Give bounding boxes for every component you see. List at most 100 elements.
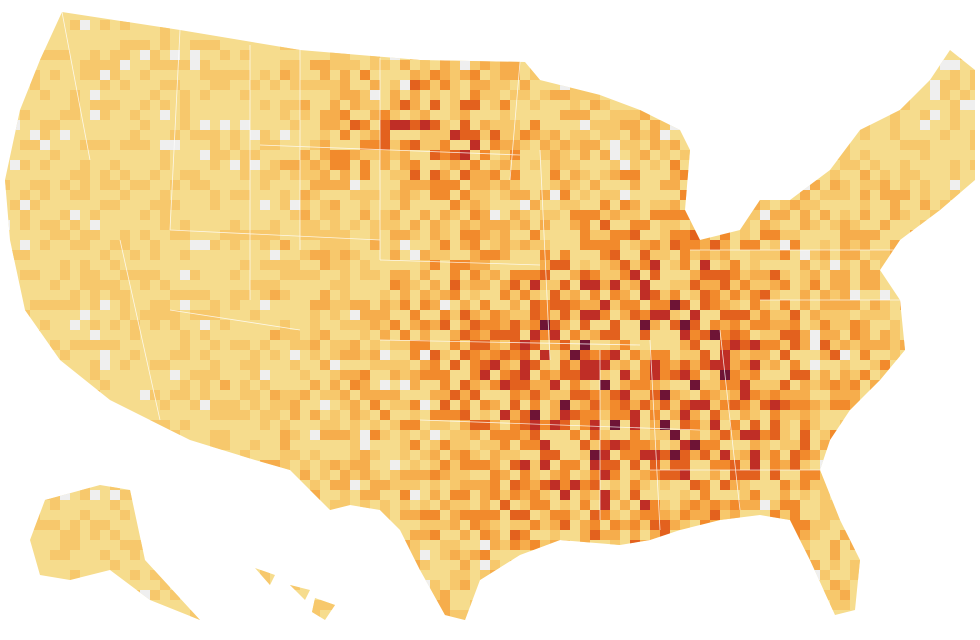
- county-cell: [820, 510, 830, 520]
- county-cell: [560, 180, 570, 190]
- county-cell: [80, 400, 90, 410]
- county-cell: [280, 490, 290, 500]
- county-cell: [760, 30, 770, 40]
- county-cell: [550, 560, 560, 570]
- county-cell: [420, 370, 430, 380]
- county-cell: [140, 120, 150, 130]
- county-cell: [840, 340, 850, 350]
- county-cell: [590, 550, 600, 560]
- county-cell: [560, 110, 570, 120]
- county-cell: [580, 170, 590, 180]
- county-cell: [150, 390, 160, 400]
- county-cell: [670, 230, 680, 240]
- county-cell: [700, 420, 710, 430]
- county-cell: [650, 550, 660, 560]
- county-cell: [960, 550, 970, 560]
- county-cell: [190, 0, 200, 10]
- county-cell: [340, 20, 350, 30]
- county-cell: [410, 230, 420, 240]
- county-cell: [700, 630, 710, 640]
- county-cell: [300, 270, 310, 280]
- county-cell: [150, 530, 160, 540]
- county-cell: [140, 590, 150, 600]
- county-cell: [360, 70, 370, 80]
- county-cell: [290, 600, 300, 610]
- county-cell: [80, 390, 90, 400]
- county-cell: [120, 140, 130, 150]
- county-cell: [840, 250, 850, 260]
- county-cell: [470, 290, 480, 300]
- county-cell: [710, 610, 720, 620]
- county-cell: [780, 620, 790, 630]
- county-cell: [790, 110, 800, 120]
- county-cell: [30, 300, 40, 310]
- county-cell: [390, 480, 400, 490]
- county-cell: [570, 330, 580, 340]
- county-cell: [570, 200, 580, 210]
- county-cell: [300, 150, 310, 160]
- county-cell: [510, 390, 520, 400]
- county-cell: [940, 490, 950, 500]
- county-cell: [570, 600, 580, 610]
- county-cell: [310, 320, 320, 330]
- county-cell: [510, 300, 520, 310]
- county-cell: [790, 410, 800, 420]
- county-cell: [550, 510, 560, 520]
- county-cell: [120, 290, 130, 300]
- county-cell: [210, 410, 220, 420]
- county-cell: [380, 610, 390, 620]
- county-cell: [830, 440, 840, 450]
- county-cell: [730, 500, 740, 510]
- county-cell: [650, 290, 660, 300]
- county-cell: [320, 460, 330, 470]
- county-cell: [30, 180, 40, 190]
- county-cell: [290, 550, 300, 560]
- county-cell: [130, 180, 140, 190]
- county-cell: [210, 160, 220, 170]
- county-cell: [620, 360, 630, 370]
- county-cell: [610, 110, 620, 120]
- county-cell: [610, 330, 620, 340]
- county-cell: [710, 510, 720, 520]
- county-cell: [760, 580, 770, 590]
- county-cell: [720, 450, 730, 460]
- county-cell: [290, 120, 300, 130]
- county-cell: [970, 250, 975, 260]
- county-cell: [500, 40, 510, 50]
- county-cell: [340, 480, 350, 490]
- county-cell: [500, 350, 510, 360]
- county-cell: [920, 410, 930, 420]
- county-cell: [480, 370, 490, 380]
- county-cell: [240, 230, 250, 240]
- county-cell: [930, 20, 940, 30]
- county-cell: [350, 480, 360, 490]
- county-cell: [790, 540, 800, 550]
- county-cell: [480, 540, 490, 550]
- county-cell: [780, 60, 790, 70]
- county-cell: [560, 70, 570, 80]
- county-cell: [390, 90, 400, 100]
- county-cell: [630, 170, 640, 180]
- county-cell: [930, 310, 940, 320]
- county-cell: [670, 570, 680, 580]
- county-cell: [480, 90, 490, 100]
- county-cell: [720, 600, 730, 610]
- county-cell: [310, 180, 320, 190]
- county-cell: [350, 380, 360, 390]
- county-cell: [220, 630, 230, 640]
- county-cell: [620, 310, 630, 320]
- county-cell: [950, 300, 960, 310]
- county-cell: [560, 550, 570, 560]
- county-cell: [290, 410, 300, 420]
- county-cell: [330, 120, 340, 130]
- county-cell: [640, 290, 650, 300]
- county-cell: [330, 100, 340, 110]
- county-cell: [840, 130, 850, 140]
- county-cell: [420, 70, 430, 80]
- county-cell: [90, 320, 100, 330]
- county-cell: [200, 330, 210, 340]
- county-cell: [690, 210, 700, 220]
- county-cell: [470, 260, 480, 270]
- county-cell: [200, 290, 210, 300]
- county-cell: [620, 0, 630, 10]
